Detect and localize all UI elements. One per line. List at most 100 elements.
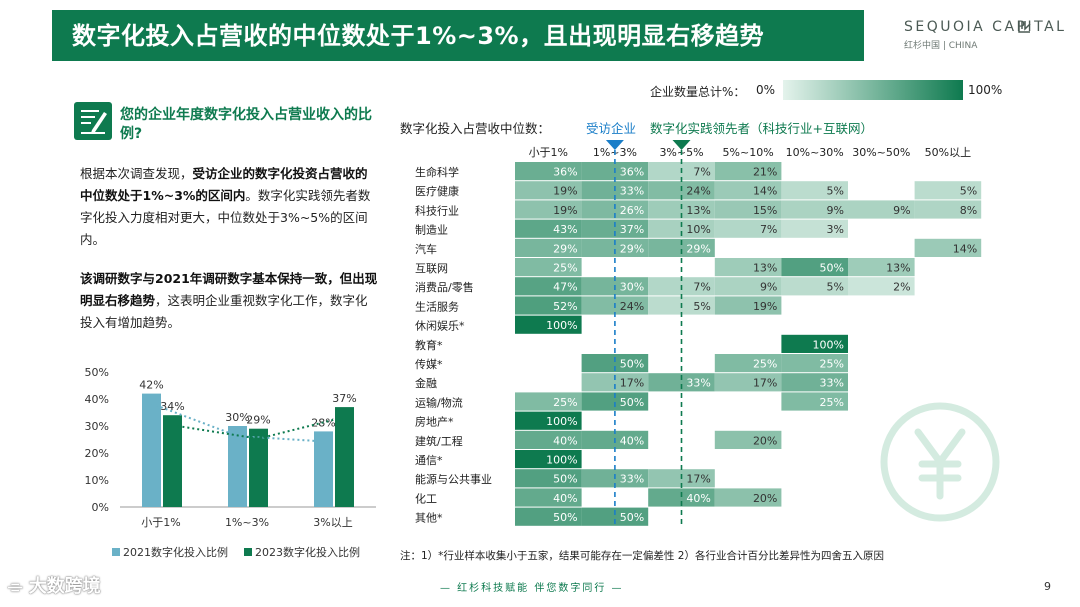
- color-scale-bar: [783, 80, 963, 100]
- row-label: 教育*: [415, 338, 443, 352]
- cell-value: 10%: [686, 223, 710, 236]
- row-label: 建筑/工程: [415, 434, 463, 448]
- cell-value: 9%: [827, 204, 844, 217]
- cell-value: 17%: [686, 473, 710, 486]
- cell-value: 36%: [553, 166, 577, 179]
- legend-label: 2023数字化投入比例: [255, 545, 360, 559]
- cell-value: 43%: [553, 223, 577, 236]
- watermark-logo-icon: ⌯: [8, 576, 23, 597]
- row-label: 能源与公共事业: [415, 472, 492, 486]
- cell-value: 33%: [620, 473, 644, 486]
- cell-value: 5%: [827, 185, 844, 198]
- heatmap-cell: [515, 277, 582, 296]
- cell-value: 100%: [546, 415, 577, 428]
- row-label: 其他*: [415, 512, 443, 525]
- heatmap-cell: [781, 334, 848, 353]
- heatmap-cell: [848, 258, 915, 277]
- cell-value: 13%: [886, 262, 910, 275]
- heatmap-cell: [515, 258, 582, 277]
- cell-value: 47%: [553, 281, 577, 294]
- cell-value: 50%: [620, 511, 644, 524]
- cell-value: 29%: [553, 242, 577, 255]
- cell-value: 20%: [753, 492, 777, 505]
- cell-value: 9%: [893, 204, 910, 217]
- heatmap-cell: [581, 354, 649, 373]
- row-label: 运输/物流: [415, 395, 463, 409]
- cell-value: 40%: [553, 434, 577, 447]
- cell-value: 25%: [820, 396, 844, 409]
- heatmap-cell: [714, 219, 782, 238]
- sequoia-mark-icon: [1018, 21, 1031, 33]
- heatmap-cell: [781, 258, 848, 277]
- heatmap-cell: [581, 507, 649, 526]
- cell-value: 13%: [686, 204, 710, 217]
- bar-chart: 50%40%30%20%10%0%小于1%42%34%1%~3%30%29%3%…: [85, 366, 376, 559]
- cell-value: 7%: [693, 166, 710, 179]
- column-header: 5%~10%: [723, 146, 774, 159]
- bar-2023: [163, 415, 182, 507]
- row-label: 房地产*: [415, 415, 454, 429]
- heatmap-cell: [781, 392, 848, 411]
- column-header: 30%~50%: [852, 146, 910, 159]
- title-banner: [52, 10, 864, 61]
- heatmap-cell: [781, 277, 848, 296]
- heatmap-cell: [515, 238, 582, 257]
- data-label: 29%: [246, 414, 270, 427]
- trend-line-2021: [151, 402, 238, 437]
- question-heading: 您的企业年度数字化投入占营业收入的比例?: [120, 107, 372, 142]
- row-label: 金融: [415, 376, 437, 390]
- cell-value: 36%: [620, 166, 644, 179]
- cell-value: 40%: [553, 492, 577, 505]
- median-marker-surveyed: [605, 140, 624, 150]
- finding-paragraph-2: 该调研数字与2021年调研数字基本保持一致，但出现明显右移趋势，这表明企业重视数…: [80, 268, 380, 334]
- heatmap-cell: [581, 238, 649, 257]
- cell-value: 50%: [553, 473, 577, 486]
- data-label: 37%: [332, 392, 356, 405]
- heatmap-cell: [914, 181, 982, 200]
- heatmap-cell: [648, 200, 715, 219]
- watermark: ⌯ 大数跨境: [8, 572, 101, 598]
- heatmap-cell: [714, 277, 782, 296]
- cell-value: 33%: [686, 377, 710, 390]
- heatmap-cell: [781, 373, 848, 392]
- heatmap-cell: [781, 200, 848, 219]
- heatmap-cell: [914, 200, 982, 219]
- row-label: 科技行业: [415, 203, 459, 217]
- cell-value: 33%: [820, 377, 844, 390]
- cell-value: 29%: [686, 242, 710, 255]
- y-tick-label: 40%: [85, 393, 109, 406]
- x-tick-label: 3%以上: [313, 516, 352, 529]
- heatmap-cell: [781, 219, 848, 238]
- finding-2-highlight: 该调研数字与2021年调研数字基本保持一致，但出现明显右移趋势: [80, 271, 378, 308]
- cell-value: 33%: [620, 185, 644, 198]
- x-tick-label: 小于1%: [141, 516, 180, 529]
- cell-value: 14%: [753, 185, 777, 198]
- footer-slogan: — 红杉科技赋能 伴您数字同行 —: [440, 583, 624, 594]
- y-tick-label: 30%: [85, 420, 109, 433]
- heatmap-cell: [515, 296, 582, 315]
- cell-value: 26%: [620, 204, 644, 217]
- bar-2021: [314, 431, 333, 507]
- heatmap-cell: [714, 200, 782, 219]
- heatmap-cell: [515, 450, 582, 469]
- cell-value: 25%: [553, 262, 577, 275]
- cell-value: 25%: [753, 358, 777, 371]
- cell-value: 14%: [953, 242, 977, 255]
- heatmap-cell: [714, 354, 782, 373]
- yuan-icon: [880, 402, 1000, 522]
- heatmap-cell: [781, 354, 848, 373]
- cell-value: 8%: [960, 204, 977, 217]
- heatmap-cell: [581, 373, 649, 392]
- cell-value: 7%: [760, 223, 777, 236]
- data-label: 42%: [139, 379, 163, 392]
- heatmap-chart: 小于1% 1%~3% 3%~5% 5%~10% 10%~30% 30%~50% 50%以上生…: [415, 140, 982, 527]
- heatmap-cell: [848, 277, 915, 296]
- finding-1-highlight: 受访企业的数字化投资占营收的中位数处于1%~3%的区间内: [80, 166, 368, 203]
- heatmap-cell: [515, 181, 582, 200]
- cell-value: 37%: [620, 223, 644, 236]
- heatmap-cell: [648, 238, 715, 257]
- row-label: 生命科学: [415, 165, 459, 179]
- cell-value: 25%: [553, 396, 577, 409]
- heatmap-cell: [914, 238, 982, 257]
- cell-value: 20%: [753, 434, 777, 447]
